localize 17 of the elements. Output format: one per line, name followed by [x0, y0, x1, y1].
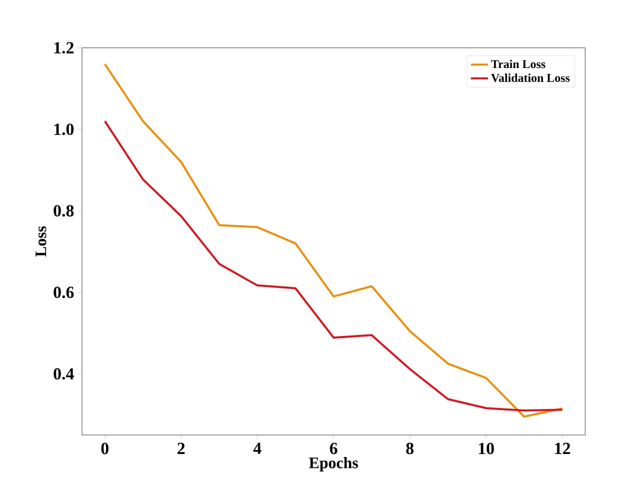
x-tick-label: 6	[330, 442, 338, 454]
x-tick-label: 8	[406, 442, 414, 454]
x-tick-label: 4	[253, 442, 262, 454]
y-axis-title: Loss	[36, 226, 46, 257]
line-series	[104, 120, 564, 412]
y-tick-label: 0.4	[54, 368, 74, 380]
x-tick-label: 12	[555, 442, 570, 454]
legend-label: Validation Loss	[491, 74, 570, 82]
y-tick-label: 0.6	[54, 286, 74, 298]
y-tick-label: 0.8	[54, 205, 74, 217]
x-tick-label: 2	[178, 442, 185, 454]
y-tick-label: 1.2	[54, 42, 74, 54]
y-tick-label: 1.0	[54, 124, 74, 136]
x-tick-label: 10	[478, 442, 494, 454]
x-axis-title: Epochs	[309, 457, 358, 472]
legend-label: Train Loss	[491, 60, 546, 68]
x-tick-label: 0	[101, 442, 108, 454]
